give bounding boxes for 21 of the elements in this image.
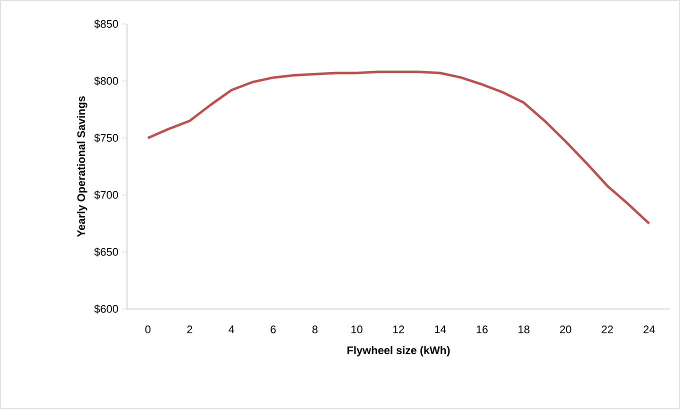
- x-tick-label: 14: [435, 326, 446, 334]
- x-tick-label: 2: [187, 326, 192, 334]
- y-tick-label: $850: [94, 20, 118, 28]
- x-tick-label: 20: [560, 326, 572, 334]
- x-axis-title: Flywheel size (kWh): [347, 346, 450, 356]
- x-tick-label: 18: [518, 326, 530, 334]
- x-tick-label: 4: [228, 326, 234, 334]
- x-tick-label: 16: [476, 326, 488, 334]
- y-tick-label: $800: [94, 76, 118, 86]
- x-tick-label: 10: [351, 326, 362, 334]
- x-tick-label: 12: [393, 326, 404, 334]
- x-tick-label: 22: [602, 326, 613, 334]
- x-tick-label: 8: [312, 326, 318, 334]
- y-axis-title: Yearly Operational Savings: [77, 96, 88, 237]
- y-tick-label: $750: [94, 134, 118, 142]
- y-tick-label: $650: [94, 248, 118, 256]
- y-tick-label: $700: [94, 190, 118, 200]
- x-tick-label: 24: [644, 326, 655, 334]
- x-tick-label: 6: [270, 326, 276, 334]
- x-tick-label: 0: [145, 326, 150, 334]
- y-tick-label: $600: [94, 304, 118, 314]
